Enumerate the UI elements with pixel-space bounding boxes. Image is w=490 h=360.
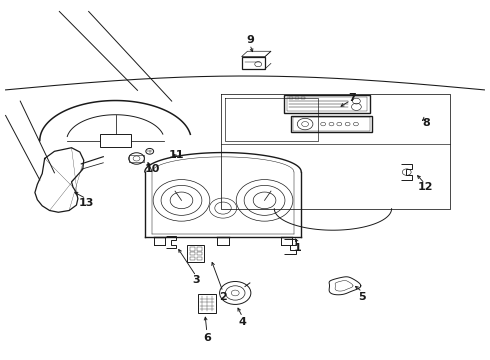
Bar — [196, 252, 201, 255]
Text: 5: 5 — [359, 292, 366, 302]
Bar — [197, 294, 216, 313]
Bar — [294, 117, 370, 131]
Bar — [284, 95, 369, 113]
Bar — [196, 257, 201, 260]
Text: 11: 11 — [169, 150, 184, 160]
Bar — [190, 257, 195, 260]
Text: 3: 3 — [193, 275, 200, 285]
Bar — [301, 97, 305, 99]
Text: 9: 9 — [246, 35, 254, 45]
Text: 4: 4 — [239, 317, 246, 327]
Text: 8: 8 — [422, 118, 430, 128]
Text: 10: 10 — [145, 164, 160, 174]
Bar — [187, 245, 204, 262]
Bar — [292, 116, 372, 132]
Text: 13: 13 — [78, 198, 94, 208]
Bar — [190, 252, 195, 255]
Bar — [295, 97, 299, 99]
Text: 7: 7 — [348, 93, 356, 103]
Bar — [190, 247, 195, 251]
Bar — [242, 57, 265, 69]
Bar — [129, 155, 144, 162]
Bar — [287, 97, 367, 111]
Text: 6: 6 — [203, 333, 211, 343]
Bar — [196, 247, 201, 251]
Text: 2: 2 — [219, 292, 227, 302]
Text: 12: 12 — [418, 182, 434, 192]
Bar — [100, 134, 131, 147]
Bar — [289, 97, 294, 99]
Text: 1: 1 — [294, 243, 302, 253]
